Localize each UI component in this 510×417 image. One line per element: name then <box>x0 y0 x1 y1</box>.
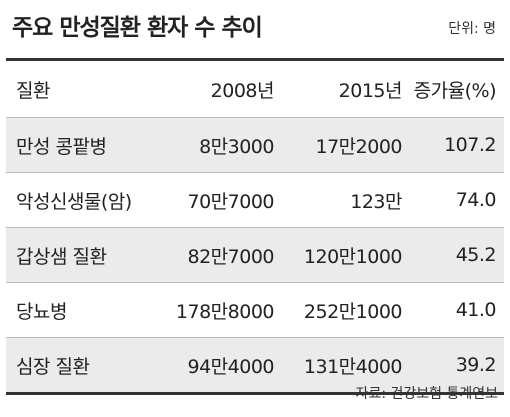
data-table: 질환 2008년 2015년 증가율(%) 만성 콩팥병 8만3000 17만2… <box>6 58 504 395</box>
table-header-row: 질환 2008년 2015년 증가율(%) <box>6 61 504 117</box>
cell-2008: 82만7000 <box>187 245 274 268</box>
header-disease: 질환 <box>16 79 50 102</box>
cell-2008: 8만3000 <box>199 135 274 158</box>
cell-disease: 만성 콩팥병 <box>16 135 107 158</box>
chart-title: 주요 만성질환 환자 수 추이 <box>12 15 263 41</box>
cell-growth: 74.0 <box>455 189 497 211</box>
table-row: 당뇨병 178만8000 252만1000 41.0 <box>6 283 504 337</box>
cell-growth: 107.2 <box>444 134 496 156</box>
cell-disease: 심장 질환 <box>16 355 90 378</box>
table-row: 갑상샘 질환 82만7000 120만1000 45.2 <box>6 228 504 282</box>
cell-2015: 131만4000 <box>303 355 403 378</box>
table-row: 악성신생물(암) 70만7000 123만 74.0 <box>6 173 504 227</box>
cell-growth: 39.2 <box>455 354 497 376</box>
row-rule <box>6 227 504 228</box>
cell-growth: 41.0 <box>455 299 497 321</box>
header-2008: 2008년 <box>210 79 275 102</box>
cell-growth: 45.2 <box>455 244 497 266</box>
header-rule <box>6 117 504 118</box>
cell-disease: 악성신생물(암) <box>16 190 132 213</box>
row-rule <box>6 337 504 338</box>
header-growth: 증가율(%) <box>413 79 497 102</box>
top-rule <box>6 58 504 61</box>
row-rule <box>6 172 504 173</box>
cell-2008: 178만8000 <box>175 300 275 323</box>
unit-label: 단위: 명 <box>448 21 496 37</box>
header-2015: 2015년 <box>338 79 403 102</box>
cell-2015: 252만1000 <box>303 300 403 323</box>
cell-2008: 70만7000 <box>187 190 274 213</box>
cell-2008: 94만4000 <box>187 355 274 378</box>
cell-2015: 17만2000 <box>315 135 402 158</box>
cell-2015: 123만 <box>350 190 402 213</box>
bottom-rule <box>6 392 504 395</box>
source-note: 자료: 건강보험 통계연보 <box>355 386 498 402</box>
table-row: 만성 콩팥병 8만3000 17만2000 107.2 <box>6 118 504 172</box>
cell-2015: 120만1000 <box>303 245 403 268</box>
row-rule <box>6 282 504 283</box>
table-row: 심장 질환 94만4000 131만4000 39.2 <box>6 338 504 392</box>
cell-disease: 당뇨병 <box>16 300 67 323</box>
cell-disease: 갑상샘 질환 <box>16 245 107 268</box>
